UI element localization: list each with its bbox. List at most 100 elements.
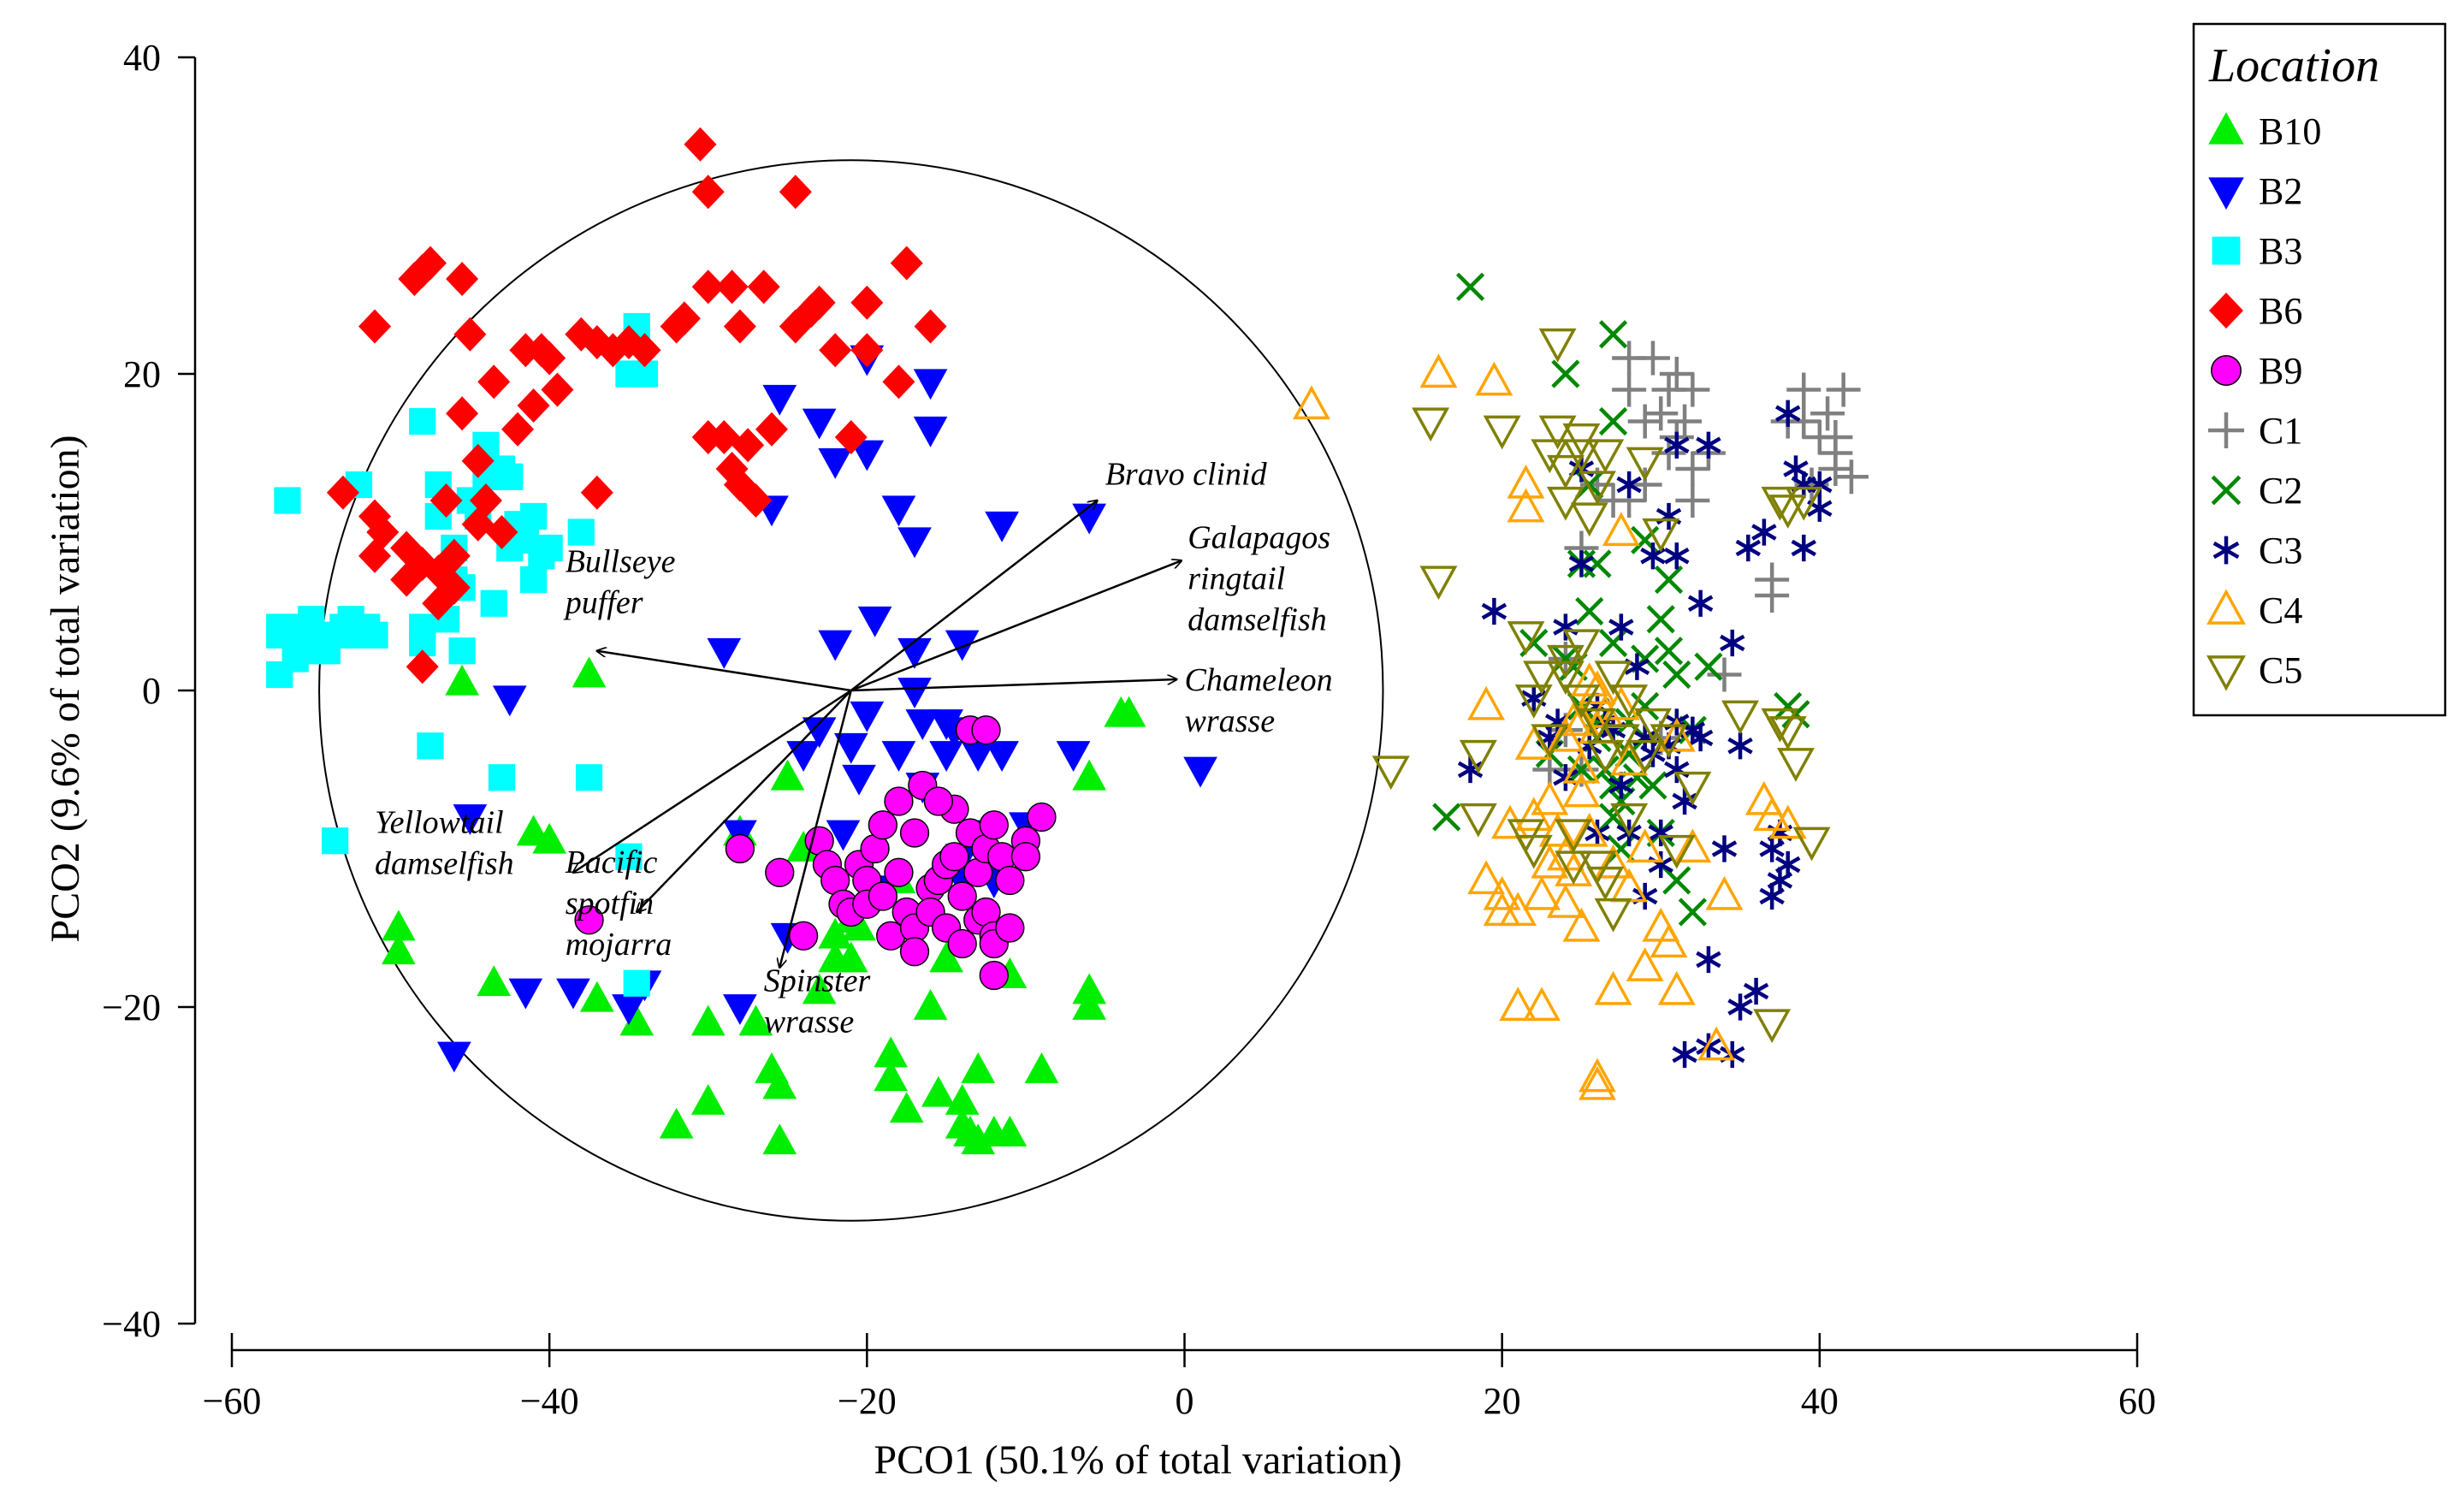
data-point: [1538, 415, 1577, 450]
legend-label: B10: [2259, 110, 2321, 152]
data-point: [623, 969, 650, 997]
data-point: [1791, 534, 1816, 562]
data-point: [1818, 452, 1853, 486]
vector-label: Yellowtail damselfish: [375, 805, 514, 882]
legend-marker: [2211, 355, 2242, 386]
data-point: [628, 333, 661, 368]
data-point: [1562, 684, 1601, 719]
legend-item-c4: C4: [2206, 589, 2302, 631]
data-point: [913, 988, 948, 1020]
vector-label-line: Bullseye: [566, 543, 676, 579]
x-axis-title: PCO1 (50.1% of total variation): [874, 1437, 1401, 1483]
data-point: [826, 820, 861, 851]
data-point: [929, 741, 963, 773]
data-point: [1555, 852, 1593, 886]
data-point: [1594, 898, 1632, 933]
data-point: [1553, 613, 1578, 641]
legend-item-b2: B2: [2208, 170, 2302, 212]
data-point: [541, 372, 574, 407]
vector-arrow: [850, 560, 1182, 692]
data-point: [1659, 357, 1694, 391]
vector-arrow: [573, 689, 852, 873]
data-point: [889, 1092, 924, 1123]
data-point: [575, 764, 603, 791]
series-b10: [382, 656, 1146, 1155]
data-point: [1727, 993, 1753, 1021]
data-point: [995, 913, 1025, 943]
data-point: [802, 973, 837, 1004]
data-point: [992, 1115, 1028, 1146]
data-point: [1072, 503, 1106, 535]
data-point: [485, 515, 518, 549]
data-point: [1481, 597, 1507, 625]
data-point: [833, 732, 868, 764]
legend-item-b10: B10: [2208, 110, 2321, 152]
vector-label: Galapagos ringtail damselfish: [1188, 520, 1330, 638]
y-tick-label: −20: [102, 986, 161, 1028]
data-point: [961, 1052, 996, 1083]
data-point: [1638, 771, 1667, 800]
y-tick-label: 0: [142, 670, 161, 712]
vector-label: Pacific spotfin mojarra: [565, 844, 672, 963]
data-point: [1570, 812, 1608, 847]
data-point: [1775, 850, 1801, 879]
data-point: [884, 857, 914, 887]
data-point: [842, 764, 876, 796]
legend-marker: [2212, 236, 2241, 265]
data-point: [905, 709, 940, 741]
data-point: [1570, 662, 1608, 696]
data-point: [874, 1060, 909, 1092]
vector-label-line: puffer: [563, 584, 643, 620]
data-point: [1586, 866, 1625, 901]
y-tick-label: −40: [102, 1303, 161, 1345]
data-point: [1546, 454, 1584, 489]
vector-label: Bullseye puffer: [563, 543, 676, 620]
data-point: [850, 333, 884, 368]
data-point: [446, 262, 479, 296]
data-point: [1578, 670, 1616, 705]
data-point: [913, 416, 948, 447]
data-point: [1467, 860, 1506, 895]
data-point: [747, 270, 780, 305]
data-point: [1696, 945, 1721, 974]
legend-label: C3: [2259, 530, 2302, 572]
legend-label: B9: [2259, 350, 2302, 392]
data-point: [1826, 372, 1861, 407]
data-point: [1602, 512, 1640, 547]
data-point: [1562, 702, 1601, 737]
data-point: [567, 518, 595, 546]
data-point: [762, 1068, 797, 1099]
data-point: [659, 1107, 694, 1139]
vector-label-line: damselfish: [1188, 602, 1327, 638]
data-point: [971, 715, 1001, 745]
data-point: [1696, 431, 1721, 459]
legend-marker: [2208, 412, 2244, 448]
legend-label: B3: [2259, 230, 2302, 272]
data-point: [436, 1041, 471, 1073]
data-point: [1594, 844, 1632, 879]
data-point: [1673, 828, 1712, 863]
data-point: [985, 741, 1019, 773]
data-point: [1027, 802, 1057, 832]
vector-arrow: [850, 679, 1176, 692]
legend-item-c5: C5: [2206, 649, 2302, 691]
legend-label: B2: [2259, 170, 2302, 212]
data-point: [453, 317, 487, 352]
data-point: [1419, 353, 1458, 388]
vector-label-line: Galapagos: [1188, 520, 1330, 556]
data-point: [469, 483, 502, 518]
x-tick-label: 40: [1801, 1380, 1839, 1422]
data-point: [520, 502, 548, 530]
data-point: [1594, 970, 1632, 1005]
data-point: [1459, 739, 1497, 774]
data-point: [691, 420, 725, 454]
data-point: [1531, 724, 1569, 759]
data-point: [326, 475, 359, 510]
data-point: [1687, 724, 1714, 752]
data-point: [1371, 755, 1410, 791]
data-point: [1627, 467, 1662, 502]
data-point: [1694, 652, 1723, 681]
data-point: [890, 246, 923, 281]
data-point: [1705, 875, 1744, 910]
